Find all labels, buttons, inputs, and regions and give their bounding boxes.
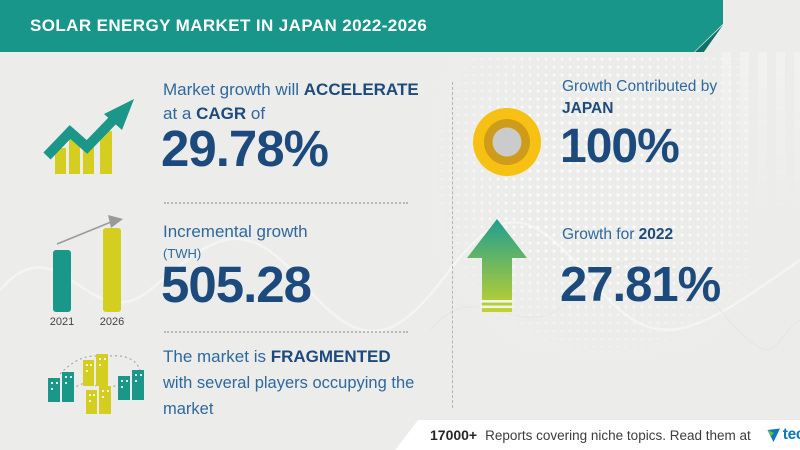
two-bars-2021-2026-icon — [53, 215, 123, 312]
footer-bar — [395, 420, 800, 450]
growth-2022-label: Growth for — [562, 226, 639, 243]
contribution-value: 100% — [560, 120, 680, 173]
growth-2022-year: 2022 — [638, 226, 674, 243]
cagr-heading-text: Market growth will — [163, 80, 304, 99]
technavio-logo: technavio™ — [765, 426, 800, 444]
page-title: SOLAR ENERGY MARKET IN JAPAN 2022-2026 — [30, 16, 428, 35]
footer-message: Reports covering niche topics. Read them… — [485, 427, 751, 443]
incremental-growth-unit: (TWH) — [163, 246, 202, 261]
reports-count: 17000+ — [430, 427, 478, 443]
fragmented-text-bold: FRAGMENTED — [270, 347, 391, 366]
incremental-growth-title: Incremental growth — [163, 222, 308, 241]
cagr-heading: Market growth will ACCELERATE at a CAGR … — [163, 78, 419, 126]
title-banner: SOLAR ENERGY MARKET IN JAPAN 2022-2026 — [0, 0, 723, 52]
buildings-network-icon — [48, 354, 144, 414]
incremental-growth-value: 505.28 — [161, 256, 312, 313]
technavio-arrow-icon — [767, 428, 780, 442]
contribution-country: JAPAN — [562, 100, 614, 117]
cagr-heading-text3: of — [246, 104, 266, 123]
dashed-column-divider — [452, 82, 453, 408]
dotted-divider — [164, 202, 408, 204]
fragmented-text-line2: with several players occupying the — [163, 374, 415, 392]
bar-label-2026: 2026 — [99, 316, 125, 328]
fragmented-text-normal: The market is — [163, 347, 271, 366]
faint-bar-chart-pattern — [722, 52, 800, 222]
up-arrow-gradient-icon — [467, 219, 527, 312]
growth-2022-value: 27.81% — [560, 258, 721, 312]
footer-content: 17000+ Reports covering niche topics. Re… — [430, 420, 800, 450]
dotted-divider — [164, 331, 408, 333]
contribution-heading: Growth Contributed by JAPAN — [562, 76, 717, 120]
cagr-heading-cagr: CAGR — [196, 104, 247, 123]
incremental-growth-heading: Incremental growth (TWH) — [163, 220, 308, 264]
cagr-heading-accelerate: ACCELERATE — [303, 80, 419, 99]
bar-label-2021: 2021 — [49, 316, 75, 328]
cagr-value: 29.78% — [161, 120, 329, 177]
brand-tech: tech — [782, 426, 800, 443]
bar-chart-rising-arrow-icon — [43, 99, 134, 174]
donut-circle-icon — [473, 108, 541, 176]
growth-2022-heading: Growth for 2022 — [562, 224, 673, 246]
contribution-line1: Growth Contributed by — [562, 78, 718, 95]
fragmented-text-line3: market — [163, 400, 214, 418]
cagr-heading-text2: at a — [163, 104, 197, 123]
fragmented-text: The market is FRAGMENTED with several pl… — [163, 344, 414, 422]
